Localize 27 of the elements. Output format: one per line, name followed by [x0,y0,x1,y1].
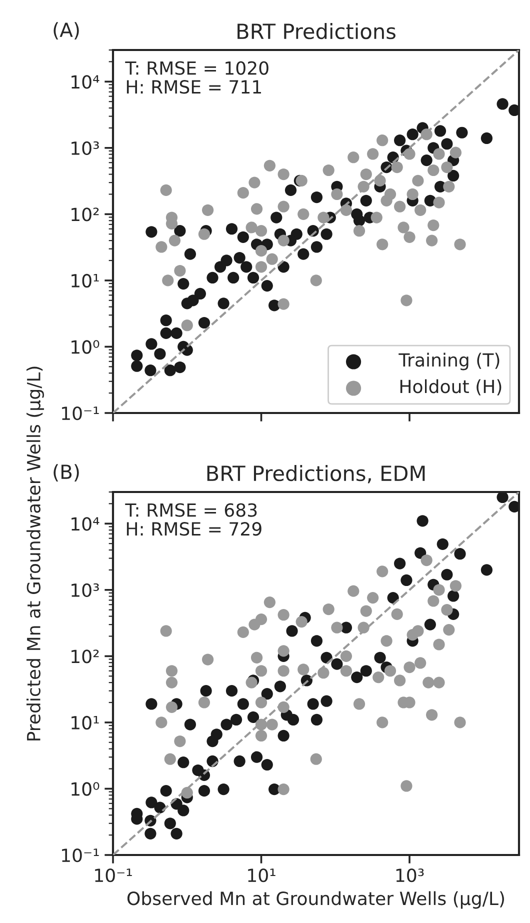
y-tick-label: 10³ [72,583,99,598]
chart-title: BRT Predictions [238,23,396,40]
text: (B) [54,464,79,482]
y-tick-label: 10⁰ [72,782,100,796]
legend-label: Holdout (H) [400,379,502,396]
y-tick-label: 10⁴ [72,517,100,531]
y-tick-label: 10² [72,650,99,664]
annotation: H: RMSE = 711 [126,80,261,94]
x-tick-label: 10⁻¹ [95,868,132,882]
y-tick-label: 10³ [72,141,99,156]
y-tick-label: 10² [72,208,99,222]
y-tick-label: 10¹ [72,274,99,288]
chart-title: BRT Predictions, EDM [207,465,425,484]
x-tick-label: 10¹ [248,868,276,882]
y-tick-label: 10⁻¹ [62,848,99,862]
annotation: T: RMSE = 1020 [125,61,268,75]
x-tick-label: 10³ [396,868,424,882]
y-tick-label: 10¹ [72,716,99,730]
y-tick-label: 10⁻¹ [62,406,99,420]
annotation: H: RMSE = 729 [126,522,262,536]
x-axis-title: Observed Mn at Groundwater Wells (µg/L) [127,891,504,909]
y-tick-label: 10⁴ [72,75,100,89]
legend-label: Training (T) [398,352,500,370]
text: (A) [54,22,79,40]
y-tick-label: 10⁰ [72,340,100,354]
annotation: T: RMSE = 683 [125,503,257,517]
y-axis-title: Predicted Mn at Groundwater Wells (µg/L) [26,366,44,740]
